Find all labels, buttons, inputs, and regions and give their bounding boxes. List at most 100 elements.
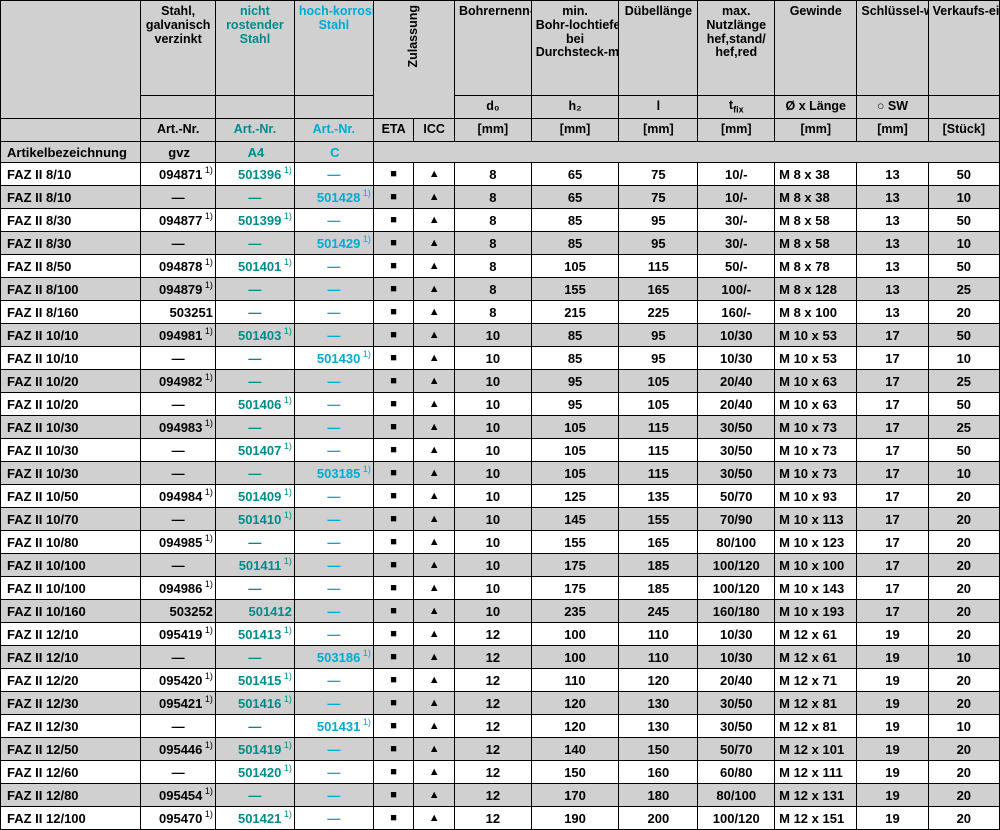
- data-cell: 20: [928, 761, 999, 784]
- data-cell: 12: [454, 692, 531, 715]
- data-cell: M 10 x 73: [775, 416, 857, 439]
- data-cell: M 12 x 111: [775, 761, 857, 784]
- data-cell: 30/50: [698, 439, 775, 462]
- table-row: FAZ II 10/80094985 1)——■▲1015516580/100M…: [1, 531, 1000, 554]
- data-cell: 50: [928, 163, 999, 186]
- data-cell: 155: [531, 531, 619, 554]
- art-nr-cell: 501413 1): [215, 623, 294, 646]
- table-row: FAZ II 12/30——501431 1)■▲1212013030/50M …: [1, 715, 1000, 738]
- art-nr-cell: 503186 1): [294, 646, 373, 669]
- data-cell: ▲: [414, 508, 455, 531]
- hdr-sym-l: l: [619, 96, 698, 119]
- data-cell: FAZ II 10/80: [1, 531, 141, 554]
- data-cell: 10: [928, 186, 999, 209]
- data-cell: FAZ II 12/50: [1, 738, 141, 761]
- data-cell: 30/-: [698, 232, 775, 255]
- table-row: FAZ II 12/30095421 1)501416 1)—■▲1212013…: [1, 692, 1000, 715]
- data-cell: FAZ II 10/50: [1, 485, 141, 508]
- data-cell: 105: [619, 393, 698, 416]
- art-nr-cell: 501429 1): [294, 232, 373, 255]
- data-cell: 150: [531, 761, 619, 784]
- data-cell: 10/30: [698, 646, 775, 669]
- data-cell: 105: [531, 416, 619, 439]
- data-cell: FAZ II 10/10: [1, 324, 141, 347]
- data-cell: ▲: [414, 715, 455, 738]
- hdr-sym-tfix: tfix: [698, 96, 775, 119]
- art-nr-cell: 503251: [141, 301, 216, 324]
- data-cell: 50: [928, 324, 999, 347]
- table-row: FAZ II 10/30—501407 1)—■▲1010511530/50M …: [1, 439, 1000, 462]
- data-cell: 10: [928, 715, 999, 738]
- data-cell: 20: [928, 600, 999, 623]
- hdr-sym-blank3: [294, 96, 373, 119]
- data-cell: 19: [857, 784, 928, 807]
- data-cell: 12: [454, 784, 531, 807]
- art-nr-cell: —: [294, 600, 373, 623]
- data-cell: 17: [857, 508, 928, 531]
- data-cell: 17: [857, 462, 928, 485]
- data-cell: ■: [373, 669, 414, 692]
- data-cell: 10: [454, 416, 531, 439]
- art-nr-cell: —: [294, 738, 373, 761]
- data-cell: 115: [619, 416, 698, 439]
- data-cell: 185: [619, 554, 698, 577]
- data-cell: FAZ II 8/30: [1, 232, 141, 255]
- data-cell: 165: [619, 278, 698, 301]
- data-cell: ■: [373, 393, 414, 416]
- data-cell: 17: [857, 577, 928, 600]
- data-cell: 13: [857, 255, 928, 278]
- data-cell: 140: [531, 738, 619, 761]
- data-cell: 12: [454, 623, 531, 646]
- data-cell: 20: [928, 531, 999, 554]
- art-nr-cell: —: [141, 186, 216, 209]
- data-cell: M 10 x 113: [775, 508, 857, 531]
- data-cell: FAZ II 10/100: [1, 554, 141, 577]
- hdr-mm-h2: [mm]: [531, 119, 619, 142]
- table-row: FAZ II 10/50094984 1)501409 1)—■▲1012513…: [1, 485, 1000, 508]
- data-cell: 12: [454, 761, 531, 784]
- data-cell: ▲: [414, 669, 455, 692]
- data-cell: 25: [928, 370, 999, 393]
- data-cell: ▲: [414, 761, 455, 784]
- data-cell: 110: [531, 669, 619, 692]
- data-cell: 100: [531, 646, 619, 669]
- data-cell: FAZ II 10/20: [1, 370, 141, 393]
- art-nr-cell: —: [294, 692, 373, 715]
- data-cell: 145: [531, 508, 619, 531]
- data-cell: ▲: [414, 324, 455, 347]
- hdr-tfix: max.Nutzlängehef,stand/hef,red: [698, 1, 775, 96]
- data-cell: ▲: [414, 554, 455, 577]
- art-nr-cell: —: [141, 347, 216, 370]
- data-cell: 17: [857, 600, 928, 623]
- data-cell: ▲: [414, 393, 455, 416]
- data-cell: 175: [531, 577, 619, 600]
- art-nr-cell: —: [294, 531, 373, 554]
- data-cell: 125: [531, 485, 619, 508]
- data-cell: ▲: [414, 301, 455, 324]
- data-cell: 85: [531, 324, 619, 347]
- data-cell: ■: [373, 255, 414, 278]
- data-cell: 10: [454, 485, 531, 508]
- table-row: FAZ II 10/100094986 1)——■▲10175185100/12…: [1, 577, 1000, 600]
- data-cell: ■: [373, 301, 414, 324]
- art-nr-cell: 501430 1): [294, 347, 373, 370]
- data-cell: 50/-: [698, 255, 775, 278]
- hdr-icc: ICC: [414, 119, 455, 142]
- data-cell: M 8 x 58: [775, 232, 857, 255]
- data-cell: FAZ II 12/20: [1, 669, 141, 692]
- data-cell: 20: [928, 623, 999, 646]
- data-cell: 135: [619, 485, 698, 508]
- data-cell: 19: [857, 738, 928, 761]
- data-cell: 8: [454, 163, 531, 186]
- table-row: FAZ II 12/10095419 1)501413 1)—■▲1210011…: [1, 623, 1000, 646]
- data-cell: 10: [454, 439, 531, 462]
- data-cell: M 10 x 193: [775, 600, 857, 623]
- data-cell: ■: [373, 554, 414, 577]
- data-cell: 20: [928, 508, 999, 531]
- data-cell: M 8 x 78: [775, 255, 857, 278]
- art-nr-cell: 501409 1): [215, 485, 294, 508]
- table-row: FAZ II 8/10——501428 1)■▲8657510/-M 8 x 3…: [1, 186, 1000, 209]
- data-cell: 180: [619, 784, 698, 807]
- art-nr-cell: —: [294, 393, 373, 416]
- product-table: Stahl,galvanischverzinkt nichtrostenderS…: [0, 0, 1000, 830]
